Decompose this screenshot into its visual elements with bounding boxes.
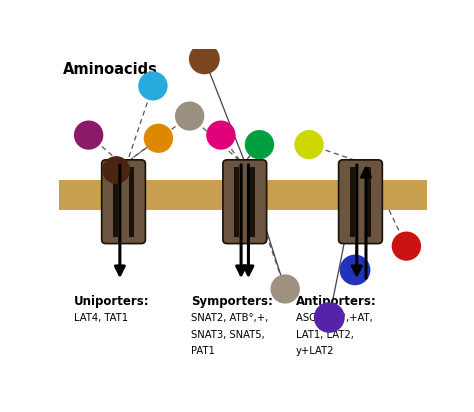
Text: Symporters:: Symporters: bbox=[191, 295, 273, 308]
Ellipse shape bbox=[189, 44, 220, 74]
Ellipse shape bbox=[102, 156, 130, 184]
Text: Uniporters:: Uniporters: bbox=[74, 295, 150, 308]
Ellipse shape bbox=[392, 232, 421, 261]
FancyBboxPatch shape bbox=[234, 167, 239, 236]
FancyBboxPatch shape bbox=[223, 160, 266, 243]
FancyBboxPatch shape bbox=[102, 160, 146, 243]
Text: LAT4, TAT1: LAT4, TAT1 bbox=[74, 314, 128, 323]
Ellipse shape bbox=[294, 130, 324, 159]
FancyBboxPatch shape bbox=[250, 167, 255, 236]
FancyBboxPatch shape bbox=[338, 160, 383, 243]
FancyBboxPatch shape bbox=[129, 167, 134, 236]
FancyBboxPatch shape bbox=[350, 167, 355, 236]
Ellipse shape bbox=[339, 255, 370, 285]
FancyBboxPatch shape bbox=[113, 167, 118, 236]
Ellipse shape bbox=[206, 120, 236, 150]
Text: Aminoacids: Aminoacids bbox=[63, 62, 158, 77]
Text: ASCT1, b°,+AT,: ASCT1, b°,+AT, bbox=[296, 314, 373, 323]
Text: LAT1, LAT2,: LAT1, LAT2, bbox=[296, 330, 354, 340]
Text: y+LAT2: y+LAT2 bbox=[296, 346, 335, 356]
Ellipse shape bbox=[138, 71, 168, 101]
Text: PAT1: PAT1 bbox=[191, 346, 215, 356]
Ellipse shape bbox=[271, 274, 300, 304]
Text: Antiporters:: Antiporters: bbox=[296, 295, 377, 308]
Ellipse shape bbox=[175, 101, 204, 131]
Ellipse shape bbox=[74, 120, 103, 150]
Ellipse shape bbox=[314, 302, 345, 333]
FancyBboxPatch shape bbox=[366, 167, 371, 236]
Ellipse shape bbox=[245, 130, 274, 159]
Text: SNAT2, ATB°,+,: SNAT2, ATB°,+, bbox=[191, 314, 269, 323]
FancyBboxPatch shape bbox=[52, 180, 434, 210]
Text: SNAT3, SNAT5,: SNAT3, SNAT5, bbox=[191, 330, 265, 340]
Ellipse shape bbox=[144, 124, 173, 153]
